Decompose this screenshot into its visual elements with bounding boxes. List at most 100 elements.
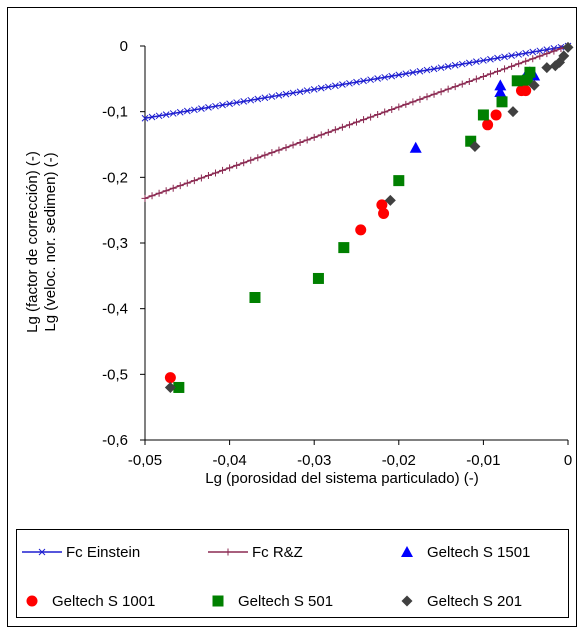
y-tick-label: -0,1: [102, 104, 128, 121]
line-marker-fc-einstein: [487, 55, 494, 63]
line-marker-fc-einstein: [451, 61, 459, 69]
line-marker-fc-r-z: [169, 184, 177, 192]
line-marker-fc-einstein: [494, 54, 501, 62]
line-marker-fc-r-z: [317, 131, 325, 139]
line-marker-fc-einstein: [395, 71, 403, 79]
line-marker-fc-einstein: [346, 79, 353, 87]
line-marker-fc-r-z: [451, 83, 459, 91]
x-axis-ticks: -0,05 -0,04 -0,03 -0,02 -0,01 0: [128, 440, 572, 469]
line-marker-fc-einstein: [205, 104, 212, 111]
line-marker-fc-r-z: [374, 111, 382, 119]
line-marker-fc-einstein: [303, 87, 311, 94]
series-fc-einstein: [141, 42, 572, 122]
line-marker-fc-r-z: [204, 171, 212, 179]
line-marker-fc-r-z: [338, 123, 346, 131]
line-marker-fc-einstein: [148, 113, 156, 121]
line-marker-fc-r-z: [162, 187, 170, 195]
series-layer: [141, 41, 574, 393]
line-marker-fc-einstein: [430, 65, 438, 73]
line-marker-fc-einstein: [388, 72, 396, 80]
series-fc-r-z: [141, 42, 572, 202]
line-marker-fc-einstein: [515, 51, 523, 58]
line-marker-fc-r-z: [501, 65, 509, 73]
line-marker-fc-r-z: [141, 194, 149, 202]
line-marker-fc-r-z: [190, 177, 198, 185]
legend-marker-fc-r-z: [224, 548, 232, 556]
legend-marker-geltech-s-1001: [26, 595, 38, 607]
data-point-geltech-s-201: [384, 194, 396, 206]
line-marker-fc-einstein: [183, 107, 191, 115]
legend-label-geltech-s-1001: Geltech S 1001: [52, 593, 155, 610]
line-marker-fc-r-z: [402, 100, 410, 108]
line-marker-fc-einstein: [212, 102, 219, 110]
line-marker-fc-r-z: [275, 146, 283, 154]
line-marker-fc-r-z: [289, 141, 297, 149]
data-point-geltech-s-501: [312, 272, 324, 284]
line-marker-fc-r-z: [303, 136, 311, 144]
line-marker-fc-r-z: [409, 98, 417, 106]
legend-item-fc-r-z: Fc R&Z: [208, 544, 303, 561]
data-point-geltech-s-501: [173, 381, 185, 393]
line-marker-fc-einstein: [437, 64, 445, 72]
legend-label-fc-einstein: Fc Einstein: [66, 544, 140, 561]
line-marker-fc-r-z: [529, 55, 537, 63]
data-point-geltech-s-1001: [376, 199, 388, 211]
line-marker-fc-einstein: [275, 92, 283, 99]
line-marker-fc-r-z: [522, 57, 530, 65]
line-marker-fc-einstein: [268, 93, 276, 100]
legend-label-geltech-s-201: Geltech S 201: [427, 593, 522, 610]
line-marker-fc-r-z: [381, 108, 389, 116]
x-tick-label: -0,04: [212, 452, 246, 469]
line-marker-fc-einstein: [282, 90, 290, 98]
line-marker-fc-einstein: [261, 94, 269, 102]
data-point-geltech-s-501: [496, 96, 508, 108]
data-point-geltech-s-501: [477, 109, 489, 121]
line-marker-fc-einstein: [339, 81, 346, 88]
y-tick-label: -0,2: [102, 169, 128, 186]
data-point-geltech-s-501: [465, 135, 477, 147]
line-marker-fc-einstein: [289, 89, 297, 97]
line-marker-fc-einstein: [296, 88, 304, 96]
legend-box: [16, 529, 569, 618]
y-axis-label-line-2: Lg (veloc. nor. sedimen) (-): [42, 152, 59, 331]
x-tick-label: -0,02: [382, 452, 416, 469]
line-marker-fc-einstein: [543, 46, 551, 53]
data-point-geltech-s-1001: [482, 119, 494, 131]
legend-marker-geltech-s-1501: [401, 546, 413, 557]
line-marker-fc-r-z: [395, 103, 403, 111]
data-point-geltech-s-201: [541, 62, 553, 74]
line-marker-fc-einstein: [247, 96, 255, 104]
line-marker-fc-r-z: [282, 144, 290, 152]
data-point-geltech-s-1501: [409, 141, 422, 153]
legend-label-fc-r-z: Fc R&Z: [252, 544, 303, 561]
line-marker-fc-einstein: [472, 58, 480, 66]
line-marker-fc-r-z: [416, 95, 424, 103]
line-marker-fc-r-z: [437, 88, 445, 96]
line-marker-fc-einstein: [458, 60, 466, 68]
data-point-geltech-s-201: [528, 79, 540, 91]
x-tick-label: 0: [564, 452, 572, 469]
line-marker-fc-r-z: [536, 52, 544, 60]
y-axis-label: Lg (factor de corrección) (-) Lg (veloc.…: [24, 151, 59, 333]
legend-label-geltech-s-1501: Geltech S 1501: [427, 544, 530, 561]
line-marker-fc-einstein: [317, 84, 325, 92]
line-marker-fc-r-z: [543, 50, 551, 58]
line-marker-fc-einstein: [536, 47, 544, 55]
y-tick-label: -0,3: [102, 235, 128, 252]
line-marker-fc-r-z: [444, 85, 452, 93]
line-marker-fc-einstein: [353, 78, 360, 86]
data-point-geltech-s-1501: [494, 79, 507, 91]
line-marker-fc-r-z: [353, 118, 360, 126]
line-marker-fc-einstein: [402, 70, 410, 78]
data-point-geltech-s-201: [558, 50, 570, 62]
line-marker-fc-r-z: [367, 113, 375, 121]
line-marker-fc-r-z: [388, 105, 396, 113]
legend: Fc Einstein Fc R&Z Geltech S 1501 Geltech S…: [16, 529, 569, 618]
data-point-geltech-s-501: [511, 75, 523, 87]
line-marker-fc-r-z: [360, 116, 368, 124]
data-point-geltech-s-1001: [520, 85, 532, 97]
y-tick-label: -0,6: [102, 432, 128, 449]
line-marker-fc-einstein: [324, 83, 332, 91]
legend-item-fc-einstein: Fc Einstein: [22, 544, 140, 561]
